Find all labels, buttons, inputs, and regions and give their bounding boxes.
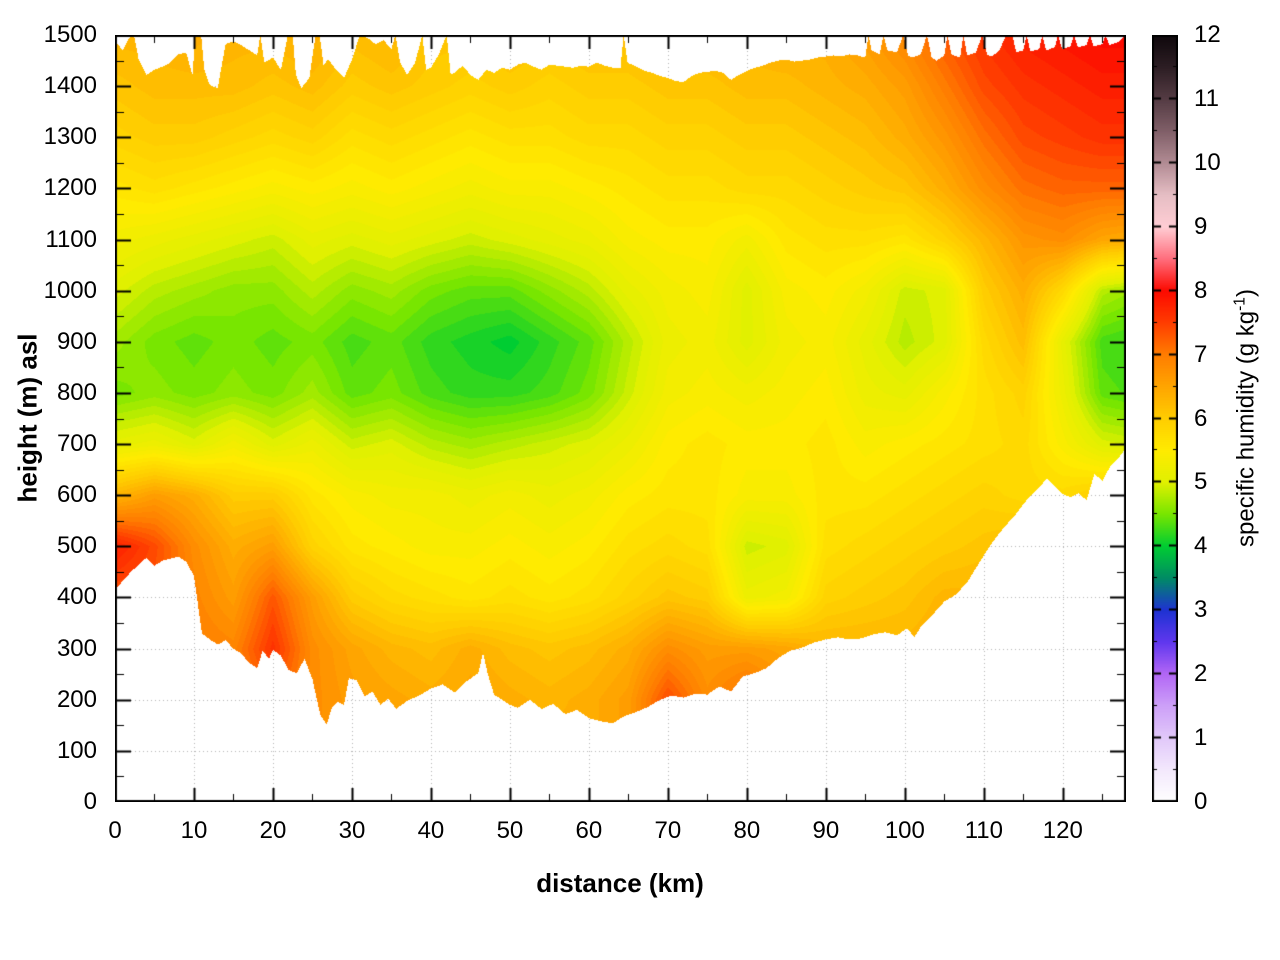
colorbar-tick-label: 2	[1194, 660, 1208, 688]
y-tick-label: 1200	[43, 174, 97, 202]
colorbar-tick-label: 0	[1194, 788, 1208, 815]
colorbar-tick-label: 7	[1194, 340, 1208, 368]
colorbar-title: specific humidity (g kg-1)	[1232, 289, 1261, 547]
y-tick-label: 300	[56, 634, 97, 662]
x-tick-label: 70	[654, 817, 682, 844]
x-tick-label: 40	[417, 817, 445, 844]
colorbar-tick-label: 1	[1194, 724, 1208, 752]
colorbar-title-text: specific humidity (g kg	[1232, 310, 1260, 547]
x-tick-label: 30	[338, 817, 366, 844]
x-tick-label: 10	[180, 817, 208, 844]
colorbar-tick-label: 4	[1194, 532, 1208, 560]
x-tick-label: 50	[496, 817, 524, 844]
x-tick-label: 120	[1042, 817, 1083, 844]
x-tick-label: 20	[259, 817, 287, 844]
colorbar-tick-label: 11	[1194, 84, 1219, 112]
y-tick-label: 700	[56, 430, 97, 458]
colorbar-canvas	[1152, 35, 1178, 802]
colorbar-title-close: )	[1232, 289, 1260, 298]
x-tick-label: 110	[964, 817, 1003, 844]
y-tick-label: 1500	[43, 21, 97, 48]
y-tick-label: 1100	[45, 225, 97, 253]
y-tick-label: 1300	[43, 123, 97, 151]
heatmap-canvas	[115, 35, 1126, 802]
y-tick-label: 400	[56, 583, 97, 611]
x-tick-label: 80	[733, 817, 761, 844]
y-tick-label: 1000	[43, 276, 97, 304]
y-tick-label: 600	[56, 481, 97, 509]
y-tick-label: 200	[56, 685, 97, 713]
y-tick-label: 1400	[43, 72, 97, 100]
y-tick-label: 100	[56, 736, 97, 764]
x-tick-label: 60	[575, 817, 603, 844]
y-axis-title: height (m) asl	[12, 333, 43, 503]
colorbar-tick-label: 3	[1194, 596, 1208, 624]
colorbar-tick-label: 8	[1194, 276, 1208, 304]
y-tick-label: 900	[56, 327, 97, 355]
y-tick-label: 0	[83, 788, 97, 815]
x-tick-label: 0	[108, 817, 122, 844]
colorbar-tick-label: 5	[1194, 468, 1208, 496]
x-tick-label: 100	[884, 817, 925, 844]
colorbar-title-superscript: -1	[1231, 297, 1249, 311]
colorbar-tick-label: 10	[1194, 148, 1221, 176]
x-axis-title: distance (km)	[536, 868, 704, 898]
colorbar-tick-label: 12	[1194, 21, 1221, 48]
y-tick-label: 500	[56, 532, 97, 560]
colorbar-tick-label: 6	[1194, 404, 1208, 432]
colorbar-tick-label: 9	[1194, 212, 1208, 240]
x-tick-label: 90	[812, 817, 840, 844]
y-tick-label: 800	[56, 378, 97, 406]
